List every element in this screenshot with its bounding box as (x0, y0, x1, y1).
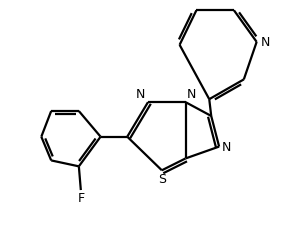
Text: S: S (158, 173, 166, 185)
Text: N: N (136, 88, 145, 101)
Text: N: N (260, 36, 270, 49)
Text: N: N (186, 88, 196, 101)
Text: F: F (77, 191, 84, 204)
Text: N: N (222, 141, 231, 153)
